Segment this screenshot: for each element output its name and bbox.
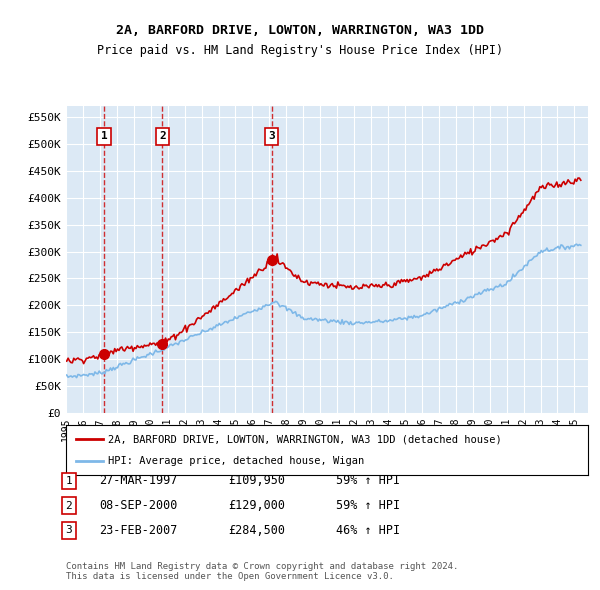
- Text: 3: 3: [65, 526, 73, 535]
- Text: 2A, BARFORD DRIVE, LOWTON, WARRINGTON, WA3 1DD (detached house): 2A, BARFORD DRIVE, LOWTON, WARRINGTON, W…: [108, 435, 502, 445]
- Text: 08-SEP-2000: 08-SEP-2000: [99, 499, 178, 512]
- Text: 23-FEB-2007: 23-FEB-2007: [99, 524, 178, 537]
- Text: 59% ↑ HPI: 59% ↑ HPI: [336, 474, 400, 487]
- Text: 2: 2: [159, 131, 166, 141]
- Text: 1: 1: [65, 476, 73, 486]
- Text: £129,000: £129,000: [228, 499, 285, 512]
- Text: £284,500: £284,500: [228, 524, 285, 537]
- Text: HPI: Average price, detached house, Wigan: HPI: Average price, detached house, Wiga…: [108, 456, 364, 466]
- Text: 1: 1: [101, 131, 107, 141]
- Text: 27-MAR-1997: 27-MAR-1997: [99, 474, 178, 487]
- Text: 2A, BARFORD DRIVE, LOWTON, WARRINGTON, WA3 1DD: 2A, BARFORD DRIVE, LOWTON, WARRINGTON, W…: [116, 24, 484, 37]
- Text: £109,950: £109,950: [228, 474, 285, 487]
- Text: 3: 3: [268, 131, 275, 141]
- Text: Contains HM Land Registry data © Crown copyright and database right 2024.
This d: Contains HM Land Registry data © Crown c…: [66, 562, 458, 581]
- Text: 46% ↑ HPI: 46% ↑ HPI: [336, 524, 400, 537]
- Text: 59% ↑ HPI: 59% ↑ HPI: [336, 499, 400, 512]
- Text: Price paid vs. HM Land Registry's House Price Index (HPI): Price paid vs. HM Land Registry's House …: [97, 44, 503, 57]
- Text: 2: 2: [65, 501, 73, 510]
